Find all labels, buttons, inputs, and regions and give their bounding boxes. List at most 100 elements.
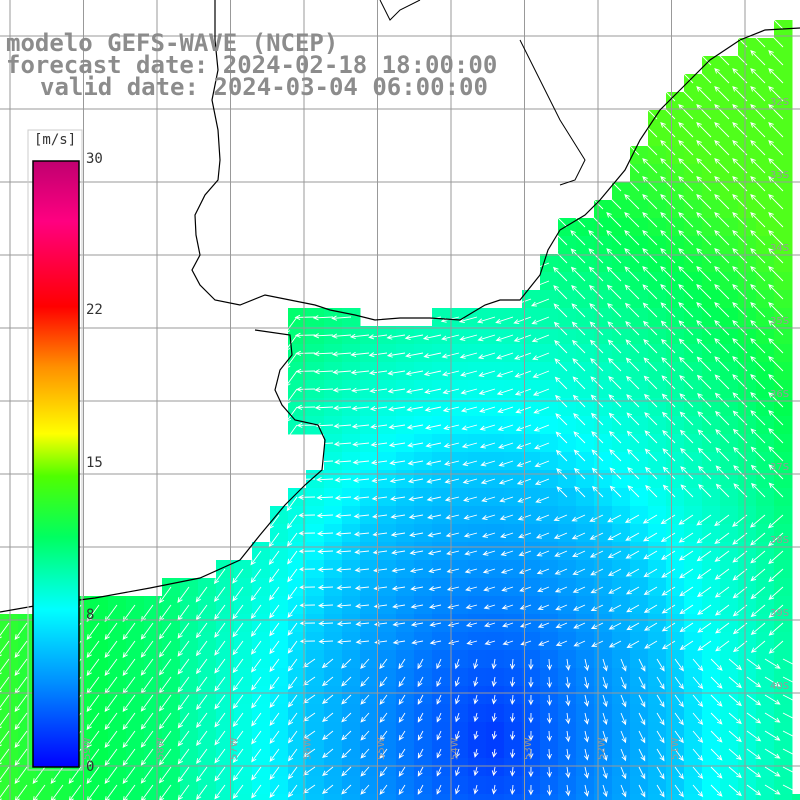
wind-cell [522, 506, 541, 525]
wind-arrow [768, 140, 784, 156]
wind-arrow [509, 658, 516, 670]
wind-arrow [159, 784, 172, 800]
wind-arrow [625, 586, 640, 595]
wind-arrow [588, 194, 604, 210]
wind-arrow [336, 639, 352, 645]
wind-arrow [608, 586, 622, 594]
wind-arrow [608, 640, 622, 648]
wind-cell [504, 506, 523, 525]
wind-arrow [388, 424, 406, 430]
wind-cell [468, 452, 487, 471]
wind-cell [306, 488, 325, 507]
wind-arrow [528, 784, 534, 796]
wind-arrow [473, 784, 479, 795]
wind-arrow [0, 766, 10, 783]
wind-arrow [620, 730, 627, 744]
wind-arrow [391, 567, 406, 573]
wind-arrow [473, 730, 479, 740]
wind-cell [414, 398, 433, 417]
wind-arrow [500, 550, 514, 556]
wind-arrow [532, 352, 550, 361]
wind-arrow [624, 140, 640, 156]
wind-arrow [398, 712, 406, 723]
wind-cell [216, 794, 235, 800]
wind-arrow [624, 176, 640, 192]
wind-arrow [714, 532, 730, 545]
wind-arrow [500, 568, 514, 574]
wind-arrow [0, 640, 10, 657]
wind-cell [504, 434, 523, 453]
wind-cell [504, 560, 523, 579]
wind-arrow [782, 676, 800, 686]
wind-arrow [232, 694, 244, 710]
wind-arrow [625, 357, 640, 372]
wind-arrow [269, 604, 280, 619]
wind-arrow [661, 604, 676, 614]
wind-cell [540, 398, 559, 417]
wind-arrow [528, 712, 534, 724]
wind-arrow [714, 104, 730, 120]
wind-cell [612, 578, 631, 597]
wind-cell [126, 794, 145, 800]
wind-cell [414, 506, 433, 525]
wind-arrow [534, 478, 550, 486]
wind-arrow [158, 622, 172, 640]
wind-cell [432, 470, 451, 489]
lon-label: 54W [450, 737, 461, 760]
wind-arrow [768, 194, 784, 210]
wind-arrow [656, 658, 665, 672]
wind-arrow [463, 514, 478, 520]
wind-arrow [336, 567, 352, 573]
wind-arrow [214, 586, 226, 603]
wind-arrow [196, 748, 208, 764]
wind-arrow [496, 370, 514, 378]
wind-arrow [269, 640, 280, 655]
wind-cell [684, 794, 703, 800]
wind-arrow [379, 676, 388, 688]
lagoon-coastline [519, 39, 586, 186]
wind-arrow [573, 449, 586, 462]
wind-cell [486, 794, 505, 800]
wind-arrow [158, 604, 172, 622]
wind-arrow [425, 424, 442, 430]
wind-arrow [710, 694, 723, 707]
wind-arrow [656, 730, 665, 744]
wind-arrow [584, 658, 590, 672]
wind-arrow [768, 392, 784, 408]
wind-cell [630, 596, 649, 615]
wind-arrow [232, 658, 244, 674]
lat-label: 35S [770, 316, 789, 327]
wind-arrow [589, 514, 604, 522]
wind-cell [684, 542, 703, 561]
wind-arrow [298, 548, 316, 554]
wind-arrow [498, 442, 514, 449]
wind-cell [414, 596, 433, 615]
wind-arrow [443, 442, 460, 449]
wind-arrow [410, 603, 424, 609]
wind-cell [270, 794, 289, 800]
wind-arrow [696, 50, 712, 66]
wind-arrow [782, 730, 800, 740]
wind-cell [486, 560, 505, 579]
wind-arrow [333, 423, 352, 429]
wind-arrow [196, 694, 208, 711]
wind-arrow [660, 284, 676, 300]
wind-cell [630, 524, 649, 543]
wind-arrow [406, 424, 424, 430]
wind-arrow [390, 496, 406, 502]
wind-arrow [768, 338, 784, 354]
wind-arrow [714, 550, 730, 562]
wind-cell [378, 794, 397, 800]
wind-arrow [714, 68, 730, 84]
wind-cell [342, 614, 361, 633]
wind-cell [630, 632, 649, 651]
wind-cell [702, 578, 721, 597]
wind-arrow [590, 376, 604, 390]
wind-arrow [710, 784, 723, 797]
wind-arrow [768, 622, 784, 636]
wind-arrow [379, 712, 388, 723]
wind-arrow [417, 766, 424, 777]
lat-label: 32S [770, 97, 789, 108]
wind-cell [756, 524, 775, 543]
